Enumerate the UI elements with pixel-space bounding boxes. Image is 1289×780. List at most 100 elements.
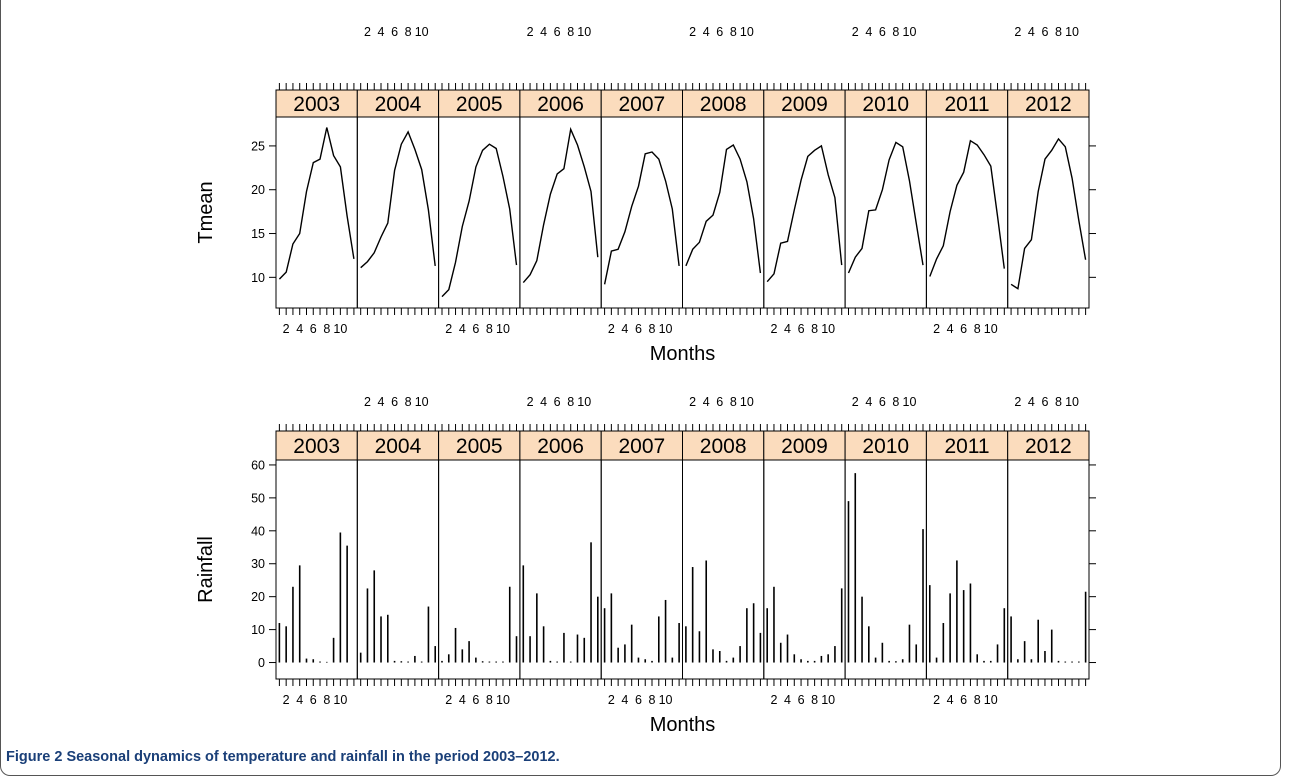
caption-text: Seasonal dynamics of temperature and rai… — [66, 749, 560, 765]
y-tick-label: 0 — [258, 656, 265, 670]
x-tick-label: 6 — [716, 25, 723, 39]
strip-label-2004: 2004 — [375, 435, 422, 458]
x-tick-label: 6 — [554, 25, 561, 39]
y-tick-label: 25 — [251, 139, 265, 153]
y-tick-label: 20 — [251, 183, 265, 197]
strip-label-2010: 2010 — [862, 435, 909, 458]
x-tick-label: 4 — [703, 25, 710, 39]
panel-2009: 2009 2 4 6 8 10 — [763, 83, 846, 336]
series-line-2006 — [522, 126, 599, 284]
x-tick-label: 4 — [784, 693, 791, 707]
x-tick-label: 8 — [649, 693, 656, 707]
x-axis-title: Months — [650, 343, 716, 365]
x-tick-label: 2 — [608, 322, 615, 336]
x-tick-label: 10 — [415, 395, 429, 409]
panel-2008: 2008 2 4 6 8 10 — [682, 25, 765, 315]
x-tick-label: 8 — [1055, 395, 1062, 409]
x-tick-label: 2 — [852, 395, 859, 409]
x-tick-label: 2 — [933, 693, 940, 707]
x-tick-label: 2 — [364, 25, 371, 39]
x-tick-label: 4 — [865, 395, 872, 409]
x-tick-label: 4 — [378, 25, 385, 39]
panel-box-2009 — [763, 116, 846, 309]
panel-2009: 2009 2 4 6 8 10 — [763, 424, 846, 707]
caption-label: Figure 2 — [6, 749, 63, 765]
y-axis-title: Rainfall — [195, 536, 217, 603]
x-tick-label: 6 — [554, 395, 561, 409]
panel-2004: 2004 2 4 6 8 10 — [356, 25, 440, 315]
x-tick-label: 4 — [459, 693, 466, 707]
strip-label-2008: 2008 — [700, 93, 747, 116]
strip-2005 — [438, 89, 521, 118]
strip-2008 — [682, 430, 765, 461]
x-tick-label: 8 — [1055, 25, 1062, 39]
strip-2008 — [682, 89, 765, 118]
panel-2003: 2003 2 4 6 8 10 — [275, 424, 358, 707]
x-tick-label: 4 — [540, 25, 547, 39]
x-tick-label: 6 — [879, 395, 886, 409]
x-tick-label: 10 — [984, 693, 998, 707]
x-tick-label: 8 — [730, 25, 737, 39]
x-tick-label: 2 — [1014, 395, 1021, 409]
panel-box-2003 — [275, 459, 358, 680]
x-tick-label: 4 — [621, 693, 628, 707]
x-tick-label: 2 — [1014, 25, 1021, 39]
panel-2011: 2011 2 4 6 8 10 — [925, 83, 1009, 336]
strip-label-2006: 2006 — [537, 93, 584, 116]
x-tick-label: 10 — [577, 395, 591, 409]
x-tick-label: 10 — [821, 322, 835, 336]
x-tick-label: 10 — [333, 693, 347, 707]
x-tick-label: 6 — [391, 395, 398, 409]
x-tick-label: 10 — [659, 693, 673, 707]
y-tick-label: 60 — [251, 458, 265, 472]
x-tick-label: 10 — [496, 322, 510, 336]
x-tick-label: 2 — [527, 25, 534, 39]
x-tick-label: 6 — [960, 322, 967, 336]
x-tick-label: 2 — [770, 322, 777, 336]
y-tick-label: 20 — [251, 590, 265, 604]
strip-label-2010: 2010 — [862, 93, 909, 116]
x-tick-label: 8 — [323, 693, 330, 707]
strip-label-2003: 2003 — [293, 435, 340, 458]
series-line-2007 — [603, 151, 680, 285]
y-tick-label: 50 — [251, 491, 265, 505]
strip-2006 — [519, 89, 602, 118]
x-tick-label: 4 — [865, 25, 872, 39]
strip-label-2007: 2007 — [618, 93, 665, 116]
panel-2003: 2003 2 4 6 8 10 — [275, 83, 358, 336]
panel-box-2010 — [844, 459, 927, 680]
x-tick-label: 6 — [798, 322, 805, 336]
series-line-2010 — [847, 141, 924, 274]
panel-2012: 2012 2 4 6 8 10 — [1007, 395, 1090, 686]
panel-2011: 2011 2 4 6 8 10 — [925, 424, 1009, 707]
x-tick-label: 4 — [1028, 395, 1035, 409]
series-line-2004 — [360, 130, 436, 269]
panel-box-2006 — [519, 116, 602, 309]
x-tick-label: 8 — [323, 322, 330, 336]
panel-box-2004 — [356, 116, 440, 309]
panel-box-2011 — [925, 459, 1009, 680]
panel-2006: 2006 2 4 6 8 10 — [519, 395, 602, 686]
x-tick-label: 6 — [716, 395, 723, 409]
x-tick-label: 4 — [540, 395, 547, 409]
x-tick-label: 8 — [405, 25, 412, 39]
strip-label-2012: 2012 — [1025, 93, 1072, 116]
panel-2004: 2004 2 4 6 8 10 — [356, 395, 440, 686]
series-line-2009 — [766, 144, 843, 283]
strip-2009 — [763, 89, 846, 118]
strip-label-2005: 2005 — [456, 435, 503, 458]
x-tick-label: 8 — [405, 395, 412, 409]
panel-2005: 2005 2 4 6 8 10 — [438, 83, 521, 336]
x-tick-label: 6 — [391, 25, 398, 39]
x-tick-label: 6 — [879, 25, 886, 39]
x-tick-label: 6 — [1041, 25, 1048, 39]
x-tick-label: 4 — [459, 322, 466, 336]
x-tick-label: 8 — [486, 322, 493, 336]
panel-box-2012 — [1007, 116, 1090, 309]
x-tick-label: 6 — [1041, 395, 1048, 409]
x-tick-label: 6 — [635, 322, 642, 336]
panel-box-2005 — [438, 459, 521, 680]
x-tick-label: 10 — [333, 322, 347, 336]
strip-label-2005: 2005 — [456, 93, 503, 116]
